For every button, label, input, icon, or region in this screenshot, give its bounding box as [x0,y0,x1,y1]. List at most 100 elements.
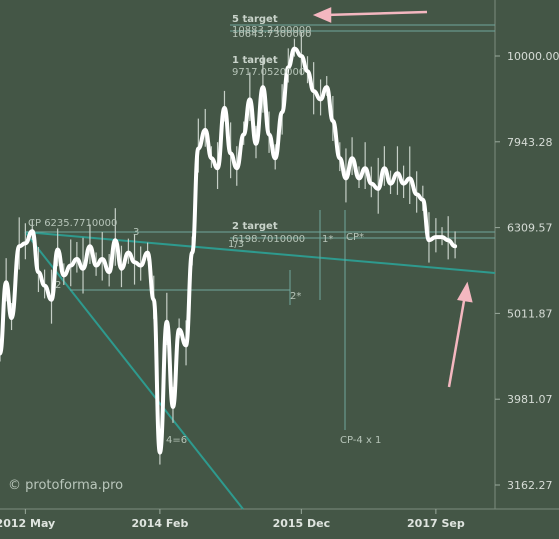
trend-lines [24,231,496,510]
price-point [30,229,34,233]
price-point [344,176,348,180]
price-point [100,257,104,261]
y-tick-label: 7943.28 [507,136,553,149]
trend-line-main [24,231,496,274]
price-point [408,176,412,180]
annotation-target5-values: 10883.2400000 [232,25,312,36]
price-point [190,251,194,255]
arrow-top-head [312,7,332,23]
price-points [0,47,457,455]
annotation-wave-2: 2 [55,280,61,291]
price-point [369,182,373,186]
y-tick-label: 3162.27 [507,479,553,492]
price-point [158,451,162,455]
price-point [421,198,425,202]
price-point [222,106,226,110]
x-axis-ticks: 2012 May 2014 Feb 2015 Dec 2017 Sep [0,509,465,530]
price-point [69,263,73,267]
y-tick-label: 3981.07 [507,393,553,406]
arrow-top-line [324,10,428,17]
x-tick-label: 2012 May [0,517,55,530]
price-point [382,166,386,170]
annotation-cp-star: CP* [346,232,364,243]
price-point [209,156,213,160]
price-point [395,171,399,175]
annotation-wave-4: 4=6 [166,435,187,446]
annotation-target2: 2 target [232,221,278,232]
price-point [126,251,130,255]
level-lines [25,24,495,430]
price-point [235,166,239,170]
price-point [248,97,252,101]
price-point [56,247,60,251]
price-point [280,110,284,114]
x-tick-label: 2017 Sep [407,517,465,530]
price-point [402,182,406,186]
price-point [357,176,361,180]
trend-line-steep [24,231,244,510]
price-point [177,327,181,331]
y-tick-label: 6309.57 [507,222,553,235]
annotation-target5: 5 target [232,14,278,25]
price-point [171,405,175,409]
price-point [267,133,271,137]
price-point [146,251,150,255]
annotations: 5 target 10883.2400000 1 target 9717.052… [28,14,381,446]
price-point [331,119,335,123]
price-point [427,238,431,242]
price-point [389,182,393,186]
price-point [43,284,47,288]
annotation-target1-value: 9717.0520000 [232,67,305,78]
price-point [107,270,111,274]
price-point [216,166,220,170]
price-point [119,267,123,271]
price-point [184,343,188,347]
price-point [440,235,444,239]
y-axis-ticks: 10000.00 7943.28 6309.57 5011.87 3981.07 3162… [495,50,559,492]
price-point [338,156,342,160]
price-point [446,238,450,242]
price-point [196,147,200,151]
annotation-target2-value: 6198.7010000 [232,234,305,245]
price-point [242,133,246,137]
price-point [23,241,27,245]
price-point [434,235,438,239]
watermark: © protoforma.pro [8,478,123,493]
price-point [113,238,117,242]
price-point [165,320,169,324]
annotation-target5-value-b: 10643.7300000 [232,29,312,40]
price-point [292,47,296,51]
price-point [75,257,79,261]
annotation-cp4x1: CP-4 x 1 [340,435,381,446]
price-point [415,192,419,196]
price-point [376,187,380,191]
price-point [94,263,98,267]
y-tick-label: 10000.00 [507,50,559,63]
price-point [62,273,66,277]
price-point [453,244,457,248]
price-point [139,263,143,267]
price-point [306,69,309,73]
price-point [36,270,40,274]
price-point [203,128,207,132]
price-point [10,316,14,320]
x-tick-label: 2015 Dec [273,517,331,530]
price-point [17,244,21,248]
price-point [273,156,277,160]
price-point [133,260,137,264]
price-point [254,142,258,146]
arrow-bottom-line [447,294,467,388]
annotation-target1: 1 target [232,55,278,66]
price-point [50,298,54,302]
annotation-wave-1: 1/3 [228,239,244,250]
price-point [319,97,323,101]
price-point [88,244,92,248]
price-point [81,267,85,271]
arrow-bottom-head [457,281,473,303]
annotation-target5-value-a: 10883.2400000 [232,25,312,36]
price-point [363,166,367,170]
price-point [261,85,265,89]
price-point [286,65,290,69]
annotation-1star: 1* [322,234,333,245]
annotation-cp: CP 6235.7710000 [28,218,117,229]
